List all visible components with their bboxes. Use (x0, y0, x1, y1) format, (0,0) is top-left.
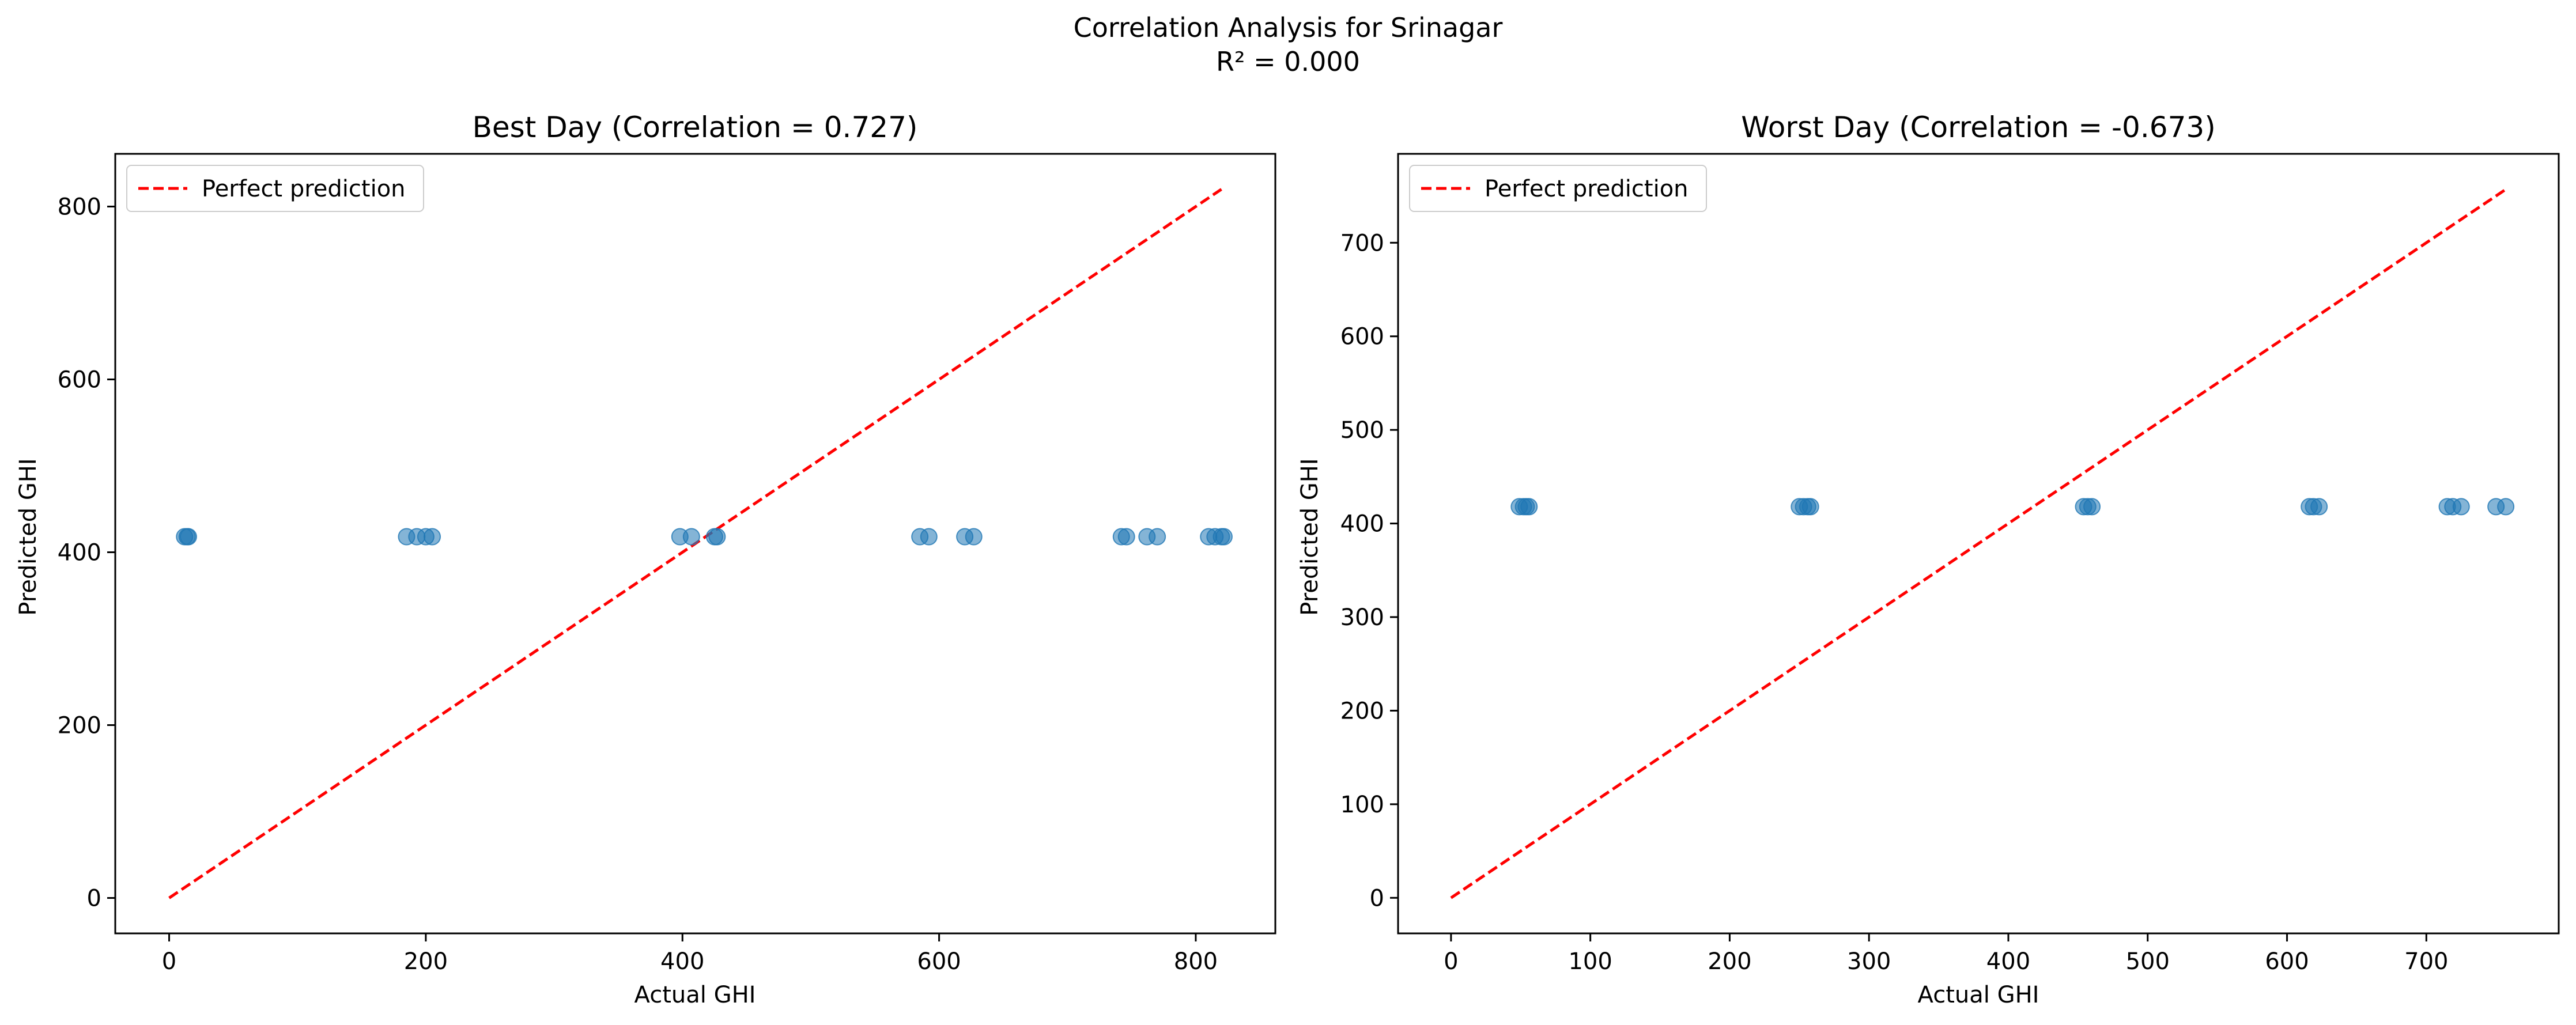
x-tick-label: 600 (917, 948, 961, 975)
y-tick-label: 500 (1340, 417, 1384, 444)
y-tick-label: 200 (58, 713, 101, 739)
scatter-point (1149, 528, 1166, 546)
y-tick-label: 400 (1340, 511, 1384, 538)
scatter-point (2310, 498, 2328, 516)
scatter-point (2083, 498, 2101, 516)
y-tick-label: 200 (1340, 698, 1384, 724)
scatter-point (1520, 498, 1538, 516)
y-tick-label: 700 (1340, 230, 1384, 256)
y-tick-label: 0 (1370, 885, 1384, 911)
scatter-point (424, 528, 441, 546)
x-tick-label: 500 (2126, 948, 2170, 975)
y-tick-label: 300 (1340, 604, 1384, 631)
chart-best-day: Best Day (Correlation = 0.727) Actual GH… (15, 111, 1276, 1008)
axes-frame (114, 153, 1276, 935)
perfect-prediction-line (1450, 187, 2508, 899)
x-tick-label: 200 (1708, 948, 1751, 975)
x-tick-label: 300 (1847, 948, 1891, 975)
scatter-point (920, 528, 938, 546)
scatter-point (1117, 528, 1135, 546)
chart-title: Best Day (Correlation = 0.727) (473, 111, 918, 144)
axes-frame (1397, 153, 2560, 935)
scatter-point (682, 528, 700, 546)
x-tick-label: 200 (404, 948, 448, 975)
legend-entry-perfect-prediction: Perfect prediction (202, 176, 406, 202)
legend: Perfect prediction (126, 165, 424, 212)
y-tick-label: 100 (1340, 792, 1384, 818)
figure-suptitle-line2: R² = 0.000 (1216, 46, 1360, 77)
x-tick-label: 100 (1568, 948, 1612, 975)
scatter-point (1801, 498, 1819, 516)
legend-box (126, 165, 424, 212)
figure-suptitle-line1: Correlation Analysis for Srinagar (1074, 12, 1503, 43)
x-axis-label: Actual GHI (634, 982, 756, 1008)
y-axis-label: Predicted GHI (1297, 458, 1323, 615)
x-tick-label: 0 (1444, 948, 1458, 975)
x-axis-label: Actual GHI (1918, 982, 2039, 1008)
scatter-point (965, 528, 983, 546)
x-tick-label: 400 (660, 948, 704, 975)
x-tick-label: 600 (2265, 948, 2309, 975)
x-tick-label: 800 (1174, 948, 1218, 975)
legend-entry-perfect-prediction: Perfect prediction (1485, 176, 1689, 202)
scatter-point (2497, 498, 2515, 516)
y-axis-label: Predicted GHI (15, 458, 41, 615)
y-tick-label: 600 (58, 367, 101, 394)
y-tick-label: 600 (1340, 324, 1384, 350)
legend: Perfect prediction (1409, 165, 1707, 212)
scatter-point (179, 528, 197, 546)
chart-title: Worst Day (Correlation = -0.673) (1741, 111, 2215, 144)
y-tick-label: 400 (58, 540, 101, 566)
x-tick-label: 400 (1986, 948, 2030, 975)
legend-box (1409, 165, 1707, 212)
scatter-point (708, 528, 726, 546)
chart-worst-day: Worst Day (Correlation = -0.673) Actual … (1297, 111, 2560, 1008)
scatter-point (1215, 528, 1233, 546)
x-tick-label: 700 (2404, 948, 2448, 975)
y-tick-label: 800 (58, 194, 101, 221)
y-tick-label: 0 (87, 886, 101, 912)
x-tick-label: 0 (162, 948, 176, 975)
scatter-point (2452, 498, 2470, 516)
